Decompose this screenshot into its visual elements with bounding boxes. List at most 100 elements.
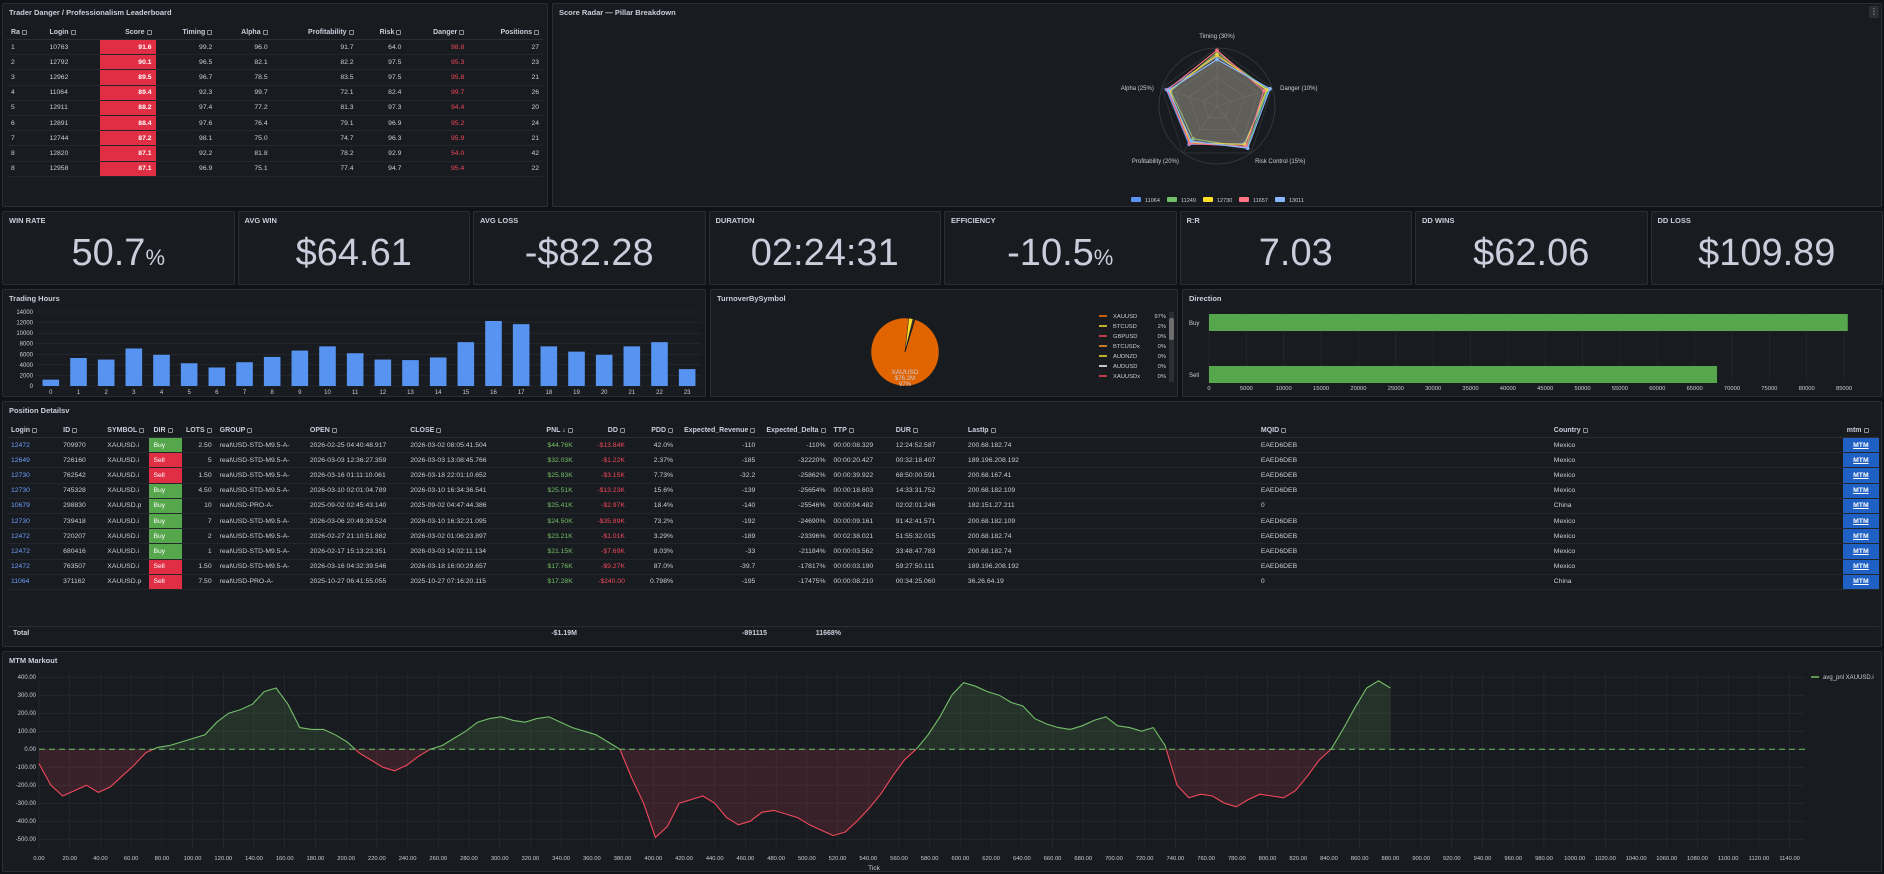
positions-col-header[interactable]: Login xyxy=(7,424,60,438)
filter-icon[interactable] xyxy=(1281,427,1287,433)
leaderboard-col-header[interactable]: Ra xyxy=(7,26,46,40)
leaderboard-row[interactable]: 1 10763 91.6 99.2 96.0 91.7 64.0 98.8 27 xyxy=(7,39,543,56)
position-row[interactable]: 12649 726160 XAUUSD.i Sell 5 real\USD-STD-M9.… xyxy=(7,452,1879,469)
filter-icon[interactable] xyxy=(70,29,76,35)
position-row[interactable]: 10679 298830 XAUUSD.p Buy 10 real\USD-PRO-A- 2… xyxy=(7,498,1879,514)
login-link[interactable]: 12649 xyxy=(7,452,60,469)
login-link[interactable]: 12472 xyxy=(7,528,60,545)
positions-col-header[interactable]: SYMBOL xyxy=(103,424,150,438)
filter-icon[interactable] xyxy=(247,427,253,433)
positions-col-header[interactable]: Expected_Delta xyxy=(759,424,830,438)
login-link[interactable]: 10679 xyxy=(7,498,60,514)
filter-icon[interactable] xyxy=(348,29,354,35)
leaderboard-row[interactable]: 3 12962 89.5 96.7 78.5 83.5 97.5 95.8 21 xyxy=(7,69,543,86)
sort-desc-icon[interactable]: ↓ xyxy=(560,427,566,434)
mtm-link[interactable]: MTM xyxy=(1842,452,1879,469)
filter-icon[interactable] xyxy=(331,427,337,433)
login-link[interactable]: 12472 xyxy=(7,437,60,454)
mtm-link[interactable]: MTM xyxy=(1842,513,1879,530)
filter-icon[interactable] xyxy=(619,427,625,433)
filter-icon[interactable] xyxy=(990,427,996,433)
filter-icon[interactable] xyxy=(1863,427,1869,433)
login-link[interactable]: 11064 xyxy=(7,574,60,590)
login-link[interactable]: 12730 xyxy=(7,513,60,530)
filter-icon[interactable] xyxy=(436,427,442,433)
positions-col-header[interactable]: mtm xyxy=(1842,424,1879,438)
filter-icon[interactable] xyxy=(167,427,173,433)
positions-col-header[interactable]: DIR xyxy=(149,424,182,438)
positions-col-header[interactable]: ID xyxy=(59,424,104,438)
mtm-link[interactable]: MTM xyxy=(1842,528,1879,545)
filter-icon[interactable] xyxy=(72,427,78,433)
filter-icon[interactable] xyxy=(848,427,854,433)
panel-menu-icon[interactable]: ⋮ xyxy=(1869,6,1879,18)
leaderboard-row[interactable]: 7 12744 87.2 98.1 75.0 74.7 96.3 95.9 21 xyxy=(7,130,543,147)
positions-col-header[interactable]: MQID xyxy=(1256,424,1550,438)
leaderboard-col-header[interactable]: Alpha xyxy=(216,26,272,40)
mtm-link[interactable]: MTM xyxy=(1842,467,1879,484)
filter-icon[interactable] xyxy=(32,427,38,433)
filter-icon[interactable] xyxy=(1582,427,1588,433)
position-row[interactable]: 12730 762542 XAUUSD.i Sell 1.50 real\USD-STD-… xyxy=(7,467,1879,484)
filter-icon[interactable] xyxy=(139,427,145,433)
leaderboard-col-header[interactable]: Timing xyxy=(155,26,217,40)
mtm-link[interactable]: MTM xyxy=(1842,559,1879,575)
position-row[interactable]: 12730 739418 XAUUSD.i Buy 7 real\USD-STD-M9.5… xyxy=(7,513,1879,530)
stat-value: $109.89 xyxy=(1698,232,1836,274)
leaderboard-row[interactable]: 8 12820 87.1 92.2 81.8 78.2 92.9 54.0 42 xyxy=(7,145,543,162)
filter-icon[interactable] xyxy=(820,427,826,433)
position-cell: -17475% xyxy=(759,574,830,590)
mtm-link[interactable]: MTM xyxy=(1842,543,1879,560)
leaderboard-row[interactable]: 4 11064 89.4 92.3 99.7 72.1 82.4 99.7 26 xyxy=(7,85,543,101)
mtm-link[interactable]: MTM xyxy=(1842,498,1879,514)
positions-col-header[interactable]: DD xyxy=(576,424,629,438)
leaderboard-row[interactable]: 2 12792 90.1 96.5 82.1 82.2 97.5 95.3 23 xyxy=(7,54,543,71)
position-row[interactable]: 12472 763507 XAUUSD.i Sell 1.50 real\USD-STD-… xyxy=(7,559,1879,575)
position-row[interactable]: 11064 371162 XAUUSD.p Sell 7.50 real\USD-PRO-… xyxy=(7,574,1879,590)
positions-col-header[interactable]: TTP xyxy=(829,424,892,438)
leaderboard-row[interactable]: 8 12958 87.1 96.9 75.1 77.4 94.7 95.4 22 xyxy=(7,161,543,177)
filter-icon[interactable] xyxy=(534,29,539,35)
positions-col-header[interactable]: DUR xyxy=(891,424,964,438)
filter-icon[interactable] xyxy=(207,29,213,35)
leaderboard-col-header[interactable]: Risk xyxy=(357,26,406,40)
mtm-link[interactable]: MTM xyxy=(1842,483,1879,499)
login-link[interactable]: 12730 xyxy=(7,483,60,499)
positions-col-header[interactable]: PNL ↓ xyxy=(518,424,577,438)
login-link[interactable]: 12472 xyxy=(7,543,60,560)
leaderboard-col-header[interactable]: Login xyxy=(45,26,101,40)
filter-icon[interactable] xyxy=(206,427,212,433)
positions-col-header[interactable]: GROUP xyxy=(215,424,306,438)
mtm-link[interactable]: MTM xyxy=(1842,574,1879,590)
positions-col-header[interactable]: PDD xyxy=(628,424,678,438)
filter-icon[interactable] xyxy=(262,29,268,35)
leaderboard-col-header[interactable]: Danger xyxy=(405,26,469,40)
position-row[interactable]: 12472 709970 XAUUSD.i Buy 2.50 real\USD-STD-M… xyxy=(7,437,1879,454)
positions-col-header[interactable]: Country xyxy=(1549,424,1843,438)
leaderboard-row[interactable]: 5 12911 88.2 97.4 77.2 81.3 97.3 94.4 20 xyxy=(7,100,543,116)
position-row[interactable]: 12730 745328 XAUUSD.i Buy 4.50 real\USD-STD-M… xyxy=(7,483,1879,499)
filter-icon[interactable] xyxy=(912,427,918,433)
filter-icon[interactable] xyxy=(396,29,402,35)
login-link[interactable]: 12730 xyxy=(7,467,60,484)
filter-icon[interactable] xyxy=(146,29,152,35)
leaderboard-col-header[interactable]: Profitability xyxy=(271,26,358,40)
leaderboard-row[interactable]: 6 12891 88.4 97.6 76.4 79.1 96.9 95.2 24 xyxy=(7,115,543,132)
filter-icon[interactable] xyxy=(21,29,27,35)
filter-icon[interactable] xyxy=(459,29,465,35)
mtm-link[interactable]: MTM xyxy=(1842,437,1879,454)
login-link[interactable]: 12472 xyxy=(7,559,60,575)
filter-icon[interactable] xyxy=(668,427,674,433)
filter-icon[interactable] xyxy=(750,427,756,433)
positions-col-header[interactable]: LastIp xyxy=(963,424,1257,438)
positions-col-header[interactable]: CLOSE xyxy=(406,424,519,438)
positions-col-header[interactable]: OPEN xyxy=(305,424,407,438)
leaderboard-col-header[interactable]: Positions xyxy=(468,26,543,40)
leaderboard-col-header[interactable]: Score xyxy=(100,26,156,40)
column-label: DIR xyxy=(153,427,166,434)
filter-icon[interactable] xyxy=(567,427,573,433)
position-row[interactable]: 12472 720207 XAUUSD.i Buy 2 real\USD-STD-M9.5… xyxy=(7,528,1879,545)
positions-col-header[interactable]: LOTS xyxy=(181,424,216,438)
positions-col-header[interactable]: Expected_Revenue xyxy=(677,424,760,438)
position-row[interactable]: 12472 680416 XAUUSD.i Buy 1 real\USD-STD-M9.5… xyxy=(7,543,1879,560)
